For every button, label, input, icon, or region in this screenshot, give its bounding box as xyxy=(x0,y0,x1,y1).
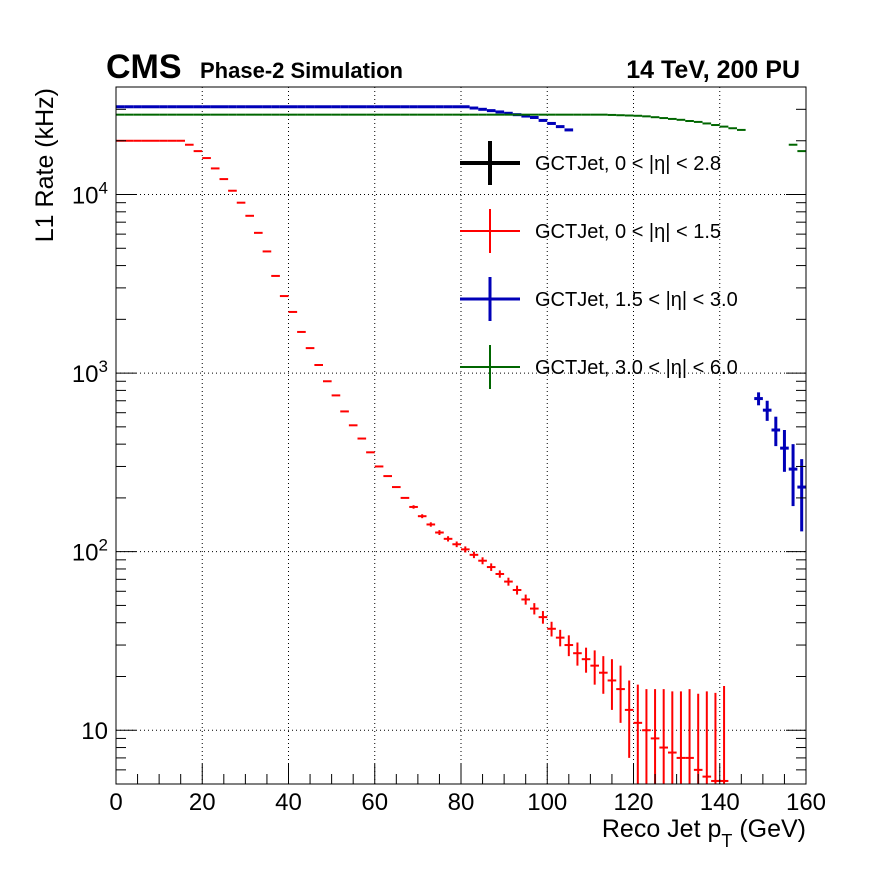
legend: GCTJet, 0 < |η| < 2.8 GCTJet, 0 < |η| < 1… xyxy=(460,141,738,389)
experiment-label: CMS xyxy=(106,48,182,86)
x-tick-label: 80 xyxy=(448,789,475,816)
legend-entry-1: GCTJet, 0 < |η| < 1.5 xyxy=(460,209,721,253)
legend-label: GCTJet, 3.0 < |η| < 6.0 xyxy=(535,357,738,379)
legend-label: GCTJet, 1.5 < |η| < 3.0 xyxy=(535,289,738,311)
y-tick-label: 10 xyxy=(81,718,108,745)
x-tick-label: 120 xyxy=(613,789,653,816)
legend-label: GCTJet, 0 < |η| < 2.8 xyxy=(535,153,721,175)
x-tick-label: 140 xyxy=(700,789,740,816)
y-axis-title: L1 Rate (kHz) xyxy=(31,88,59,242)
x-tick-label: 0 xyxy=(109,789,122,816)
subtitle-label: Phase-2 Simulation xyxy=(200,58,403,83)
series-3 xyxy=(116,113,806,153)
x-tick-label: 60 xyxy=(361,789,388,816)
axes: 0 20 40 60 80 100 120 140 160 10 102 103 104 xyxy=(72,86,826,816)
legend-label: GCTJet, 0 < |η| < 1.5 xyxy=(535,221,721,243)
x-axis-title-main: Reco Jet p xyxy=(602,815,722,843)
series-2 xyxy=(116,105,806,532)
grid xyxy=(116,87,806,784)
x-tick-label: 40 xyxy=(275,789,302,816)
legend-entry-2: GCTJet, 1.5 < |η| < 3.0 xyxy=(460,277,738,321)
y-tick-label: 103 xyxy=(72,357,108,388)
y-tick-label: 104 xyxy=(72,179,108,210)
x-tick-label: 100 xyxy=(527,789,567,816)
x-tick-label: 20 xyxy=(189,789,216,816)
x-axis-title-unit: (GeV) xyxy=(732,815,806,843)
series-1 xyxy=(116,139,729,784)
legend-entry-0: GCTJet, 0 < |η| < 2.8 xyxy=(460,141,721,185)
x-axis-title-sub: T xyxy=(721,831,732,851)
energy-label: 14 TeV, 200 PU xyxy=(626,56,800,84)
x-tick-label: 160 xyxy=(786,789,826,816)
x-axis-title: Reco Jet pT (GeV) xyxy=(602,815,806,851)
y-tick-label: 102 xyxy=(72,536,108,567)
series-layer xyxy=(116,105,806,784)
legend-entry-3: GCTJet, 3.0 < |η| < 6.0 xyxy=(460,345,738,389)
